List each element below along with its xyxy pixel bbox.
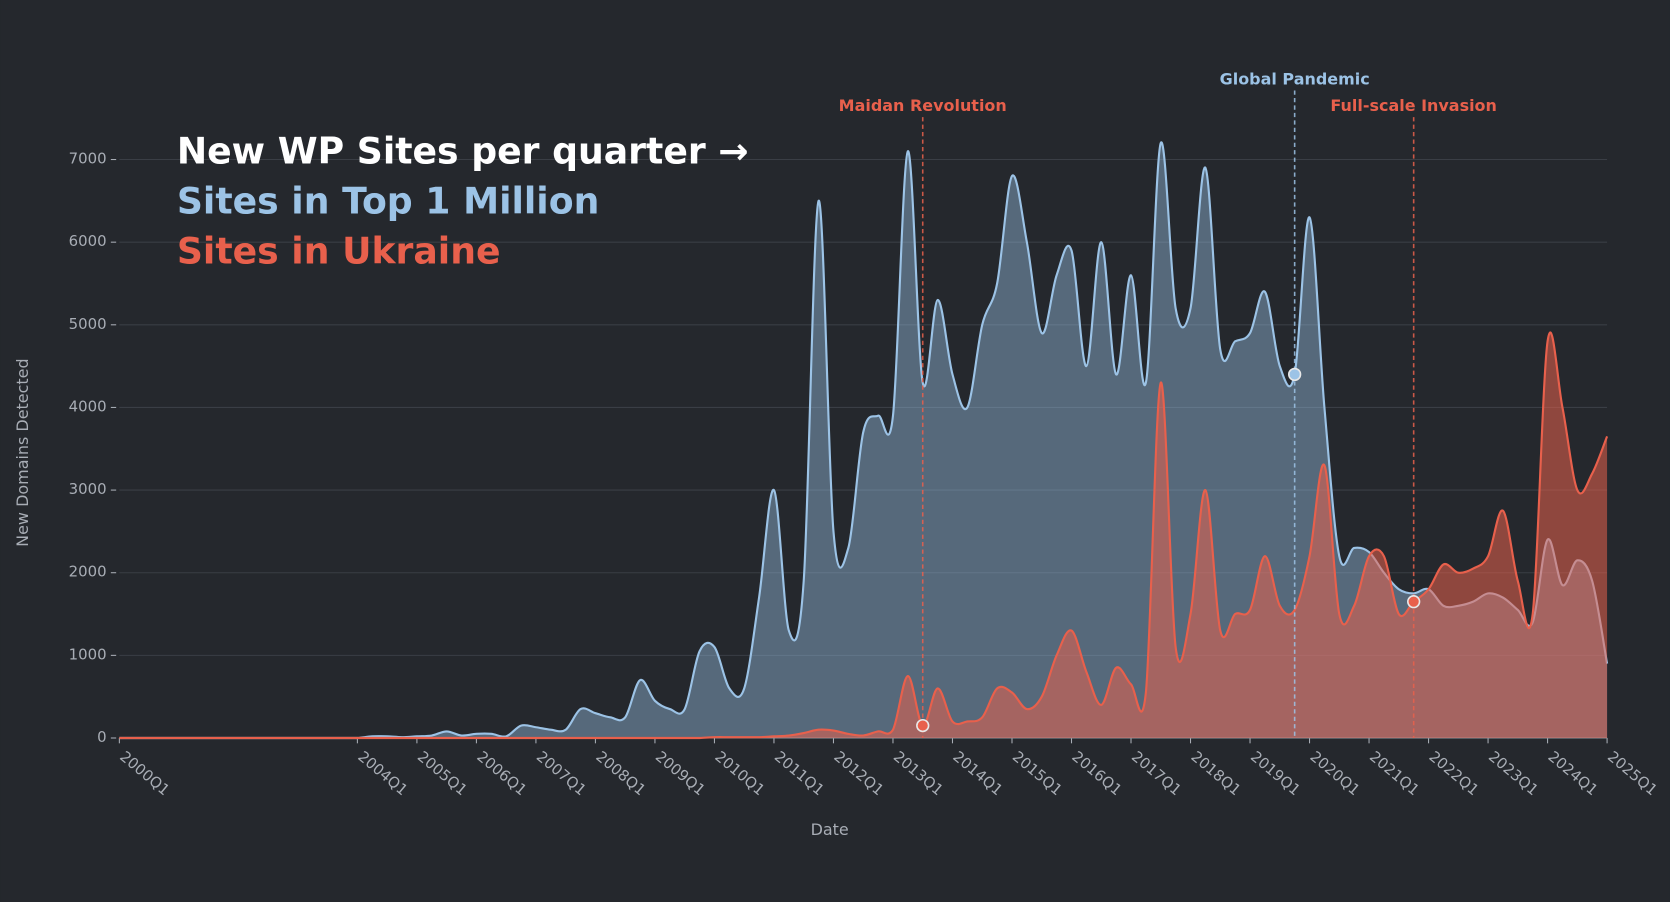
y-tick-label: 2000 xyxy=(69,563,107,581)
chart-title: New WP Sites per quarter → xyxy=(177,129,749,172)
y-axis-label: New Domains Detected xyxy=(13,358,32,546)
annotation-marker xyxy=(1407,594,1421,609)
annotation-marker xyxy=(1288,367,1302,382)
area-line xyxy=(119,331,1609,740)
legend-entry: Sites in Top 1 Million xyxy=(177,179,599,222)
y-tick-label: 3000 xyxy=(69,480,107,498)
annotation-label: Full-scale Invasion xyxy=(1330,96,1496,115)
area-fill xyxy=(119,142,1608,738)
legend-entry: Sites in Ukraine xyxy=(177,229,501,272)
y-tick-label: 1000 xyxy=(69,645,107,663)
y-tick-label: 0 xyxy=(97,728,106,746)
annotation-label: Global Pandemic xyxy=(1220,69,1370,88)
y-tick-label: 6000 xyxy=(69,232,107,250)
annotation-label: Maidan Revolution xyxy=(839,96,1007,115)
y-tick-label: 7000 xyxy=(69,150,107,168)
x-axis-label: Date xyxy=(811,820,849,839)
annotation-marker xyxy=(916,718,930,733)
y-tick-label: 4000 xyxy=(69,397,107,415)
y-tick-label: 5000 xyxy=(69,315,107,333)
area-fill xyxy=(119,332,1608,738)
